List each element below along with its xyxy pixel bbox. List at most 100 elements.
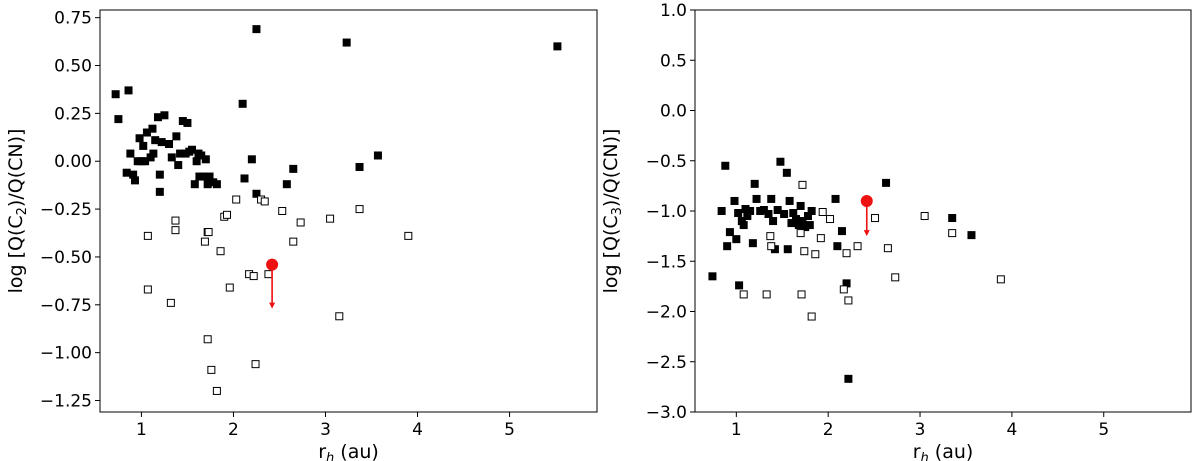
data-point-open-square [891, 273, 900, 282]
right-panel-c3-ratio: 1 2 3 4 5 −3.0 −2.5 −2.0 −1.5 −1.0 −0.5 0.0 0.5 1.0 rh… [600, 1, 1192, 461]
upper-limit-arrow-head [269, 302, 276, 309]
data-point-open-square [223, 210, 232, 219]
data-point-open-square [326, 214, 335, 223]
data-point-filled-square [141, 157, 150, 166]
data-point-filled-square [135, 134, 144, 143]
data-point-open-square [739, 290, 748, 299]
data-point-filled-square [730, 196, 739, 205]
data-point-filled-square [794, 221, 803, 230]
data-point-filled-square [188, 145, 197, 154]
data-point-filled-square [723, 242, 732, 251]
data-point-open-square [800, 247, 809, 256]
data-point-filled-square [801, 223, 810, 232]
data-point-filled-square [153, 113, 162, 122]
data-point-open-square [826, 215, 835, 224]
y-tick-label: 0.0 [660, 102, 687, 122]
x-axis-label: rh (au) [913, 441, 974, 461]
data-point-filled-square [373, 151, 382, 160]
data-point-filled-square [789, 209, 798, 218]
data-point-filled-square [129, 170, 138, 179]
data-point-filled-square [773, 205, 782, 214]
data-point-filled-square [151, 136, 160, 145]
data-point-filled-square [798, 217, 807, 226]
y-tick-label: −0.25 [40, 200, 92, 220]
data-point-filled-square [764, 210, 773, 219]
y-tick-label: −0.75 [40, 296, 92, 316]
data-point-filled-square [787, 219, 796, 228]
data-point-filled-square [155, 170, 164, 179]
data-point-open-square [264, 270, 273, 279]
data-point-filled-square [739, 221, 748, 230]
data-point-filled-square [553, 42, 562, 51]
data-point-open-square [883, 244, 892, 253]
x-tick-label: 5 [1098, 420, 1109, 440]
data-point-open-square [807, 312, 816, 321]
data-point-open-square [296, 218, 305, 227]
data-point-filled-square [165, 140, 174, 148]
data-point-filled-square [785, 196, 794, 205]
plot-frame [99, 9, 598, 413]
y-tick-label: 0.00 [54, 152, 92, 172]
data-point-red-circle [266, 258, 279, 271]
y-tick-label: −2.5 [646, 353, 687, 373]
x-tick-label: 1 [731, 420, 742, 440]
data-point-filled-square [783, 245, 792, 254]
data-point-filled-square [195, 172, 204, 181]
data-point-filled-square [176, 149, 185, 158]
data-point-filled-square [948, 214, 957, 223]
data-point-filled-square [805, 221, 814, 230]
data-point-open-square [251, 360, 260, 369]
y-tick-label: 0.75 [54, 9, 92, 29]
data-point-open-square [404, 231, 413, 240]
x-tick-label: 4 [1006, 420, 1017, 440]
x-tick-label: 3 [320, 420, 331, 440]
data-point-filled-square [767, 194, 776, 203]
data-point-filled-square [732, 235, 741, 244]
data-point-filled-square [201, 155, 210, 164]
data-point-filled-square [122, 168, 131, 177]
data-point-open-square [762, 290, 771, 299]
data-point-open-square [839, 285, 848, 294]
data-point-open-square [816, 234, 825, 243]
data-point-open-square [289, 237, 298, 246]
data-point-filled-square [126, 149, 135, 158]
y-tick-label: −1.00 [40, 344, 92, 364]
data-point-filled-square [882, 178, 891, 187]
data-point-filled-square [149, 149, 158, 158]
data-point-filled-square [130, 176, 139, 185]
data-point-filled-square [725, 228, 734, 237]
data-point-filled-square [289, 164, 298, 173]
data-point-open-square [796, 229, 805, 238]
data-point-filled-square [708, 272, 717, 281]
data-point-filled-square [769, 217, 778, 226]
data-point-filled-square [238, 99, 247, 108]
data-point-open-square [844, 296, 853, 305]
y-tick-label: −2.0 [646, 303, 687, 323]
data-point-filled-square [174, 161, 183, 170]
data-point-open-square [278, 207, 287, 215]
data-point-filled-square [212, 180, 221, 189]
data-point-open-square [204, 228, 213, 237]
data-point-filled-square [746, 207, 755, 215]
data-point-filled-square [240, 174, 249, 183]
data-point-filled-square [750, 179, 759, 188]
y-tick-label: −1.25 [40, 392, 92, 412]
data-point-filled-square [967, 231, 976, 240]
y-tick-label: −0.50 [40, 248, 92, 268]
data-point-filled-square [157, 138, 166, 147]
data-point-open-square [249, 272, 258, 281]
data-point-open-square [232, 195, 241, 204]
x-tick-label: 1 [136, 420, 147, 440]
data-point-filled-square [741, 204, 750, 213]
data-point-open-square [766, 232, 775, 241]
data-point-open-square [171, 226, 180, 235]
data-point-filled-square [717, 207, 726, 215]
x-axis-label: rh (au) [318, 441, 379, 461]
data-point-filled-square [114, 115, 123, 124]
data-point-filled-square [842, 279, 851, 288]
data-point-open-square [853, 242, 862, 251]
x-tick-label: 4 [412, 420, 423, 440]
data-point-filled-square [192, 157, 201, 166]
data-point-open-square [767, 242, 776, 251]
